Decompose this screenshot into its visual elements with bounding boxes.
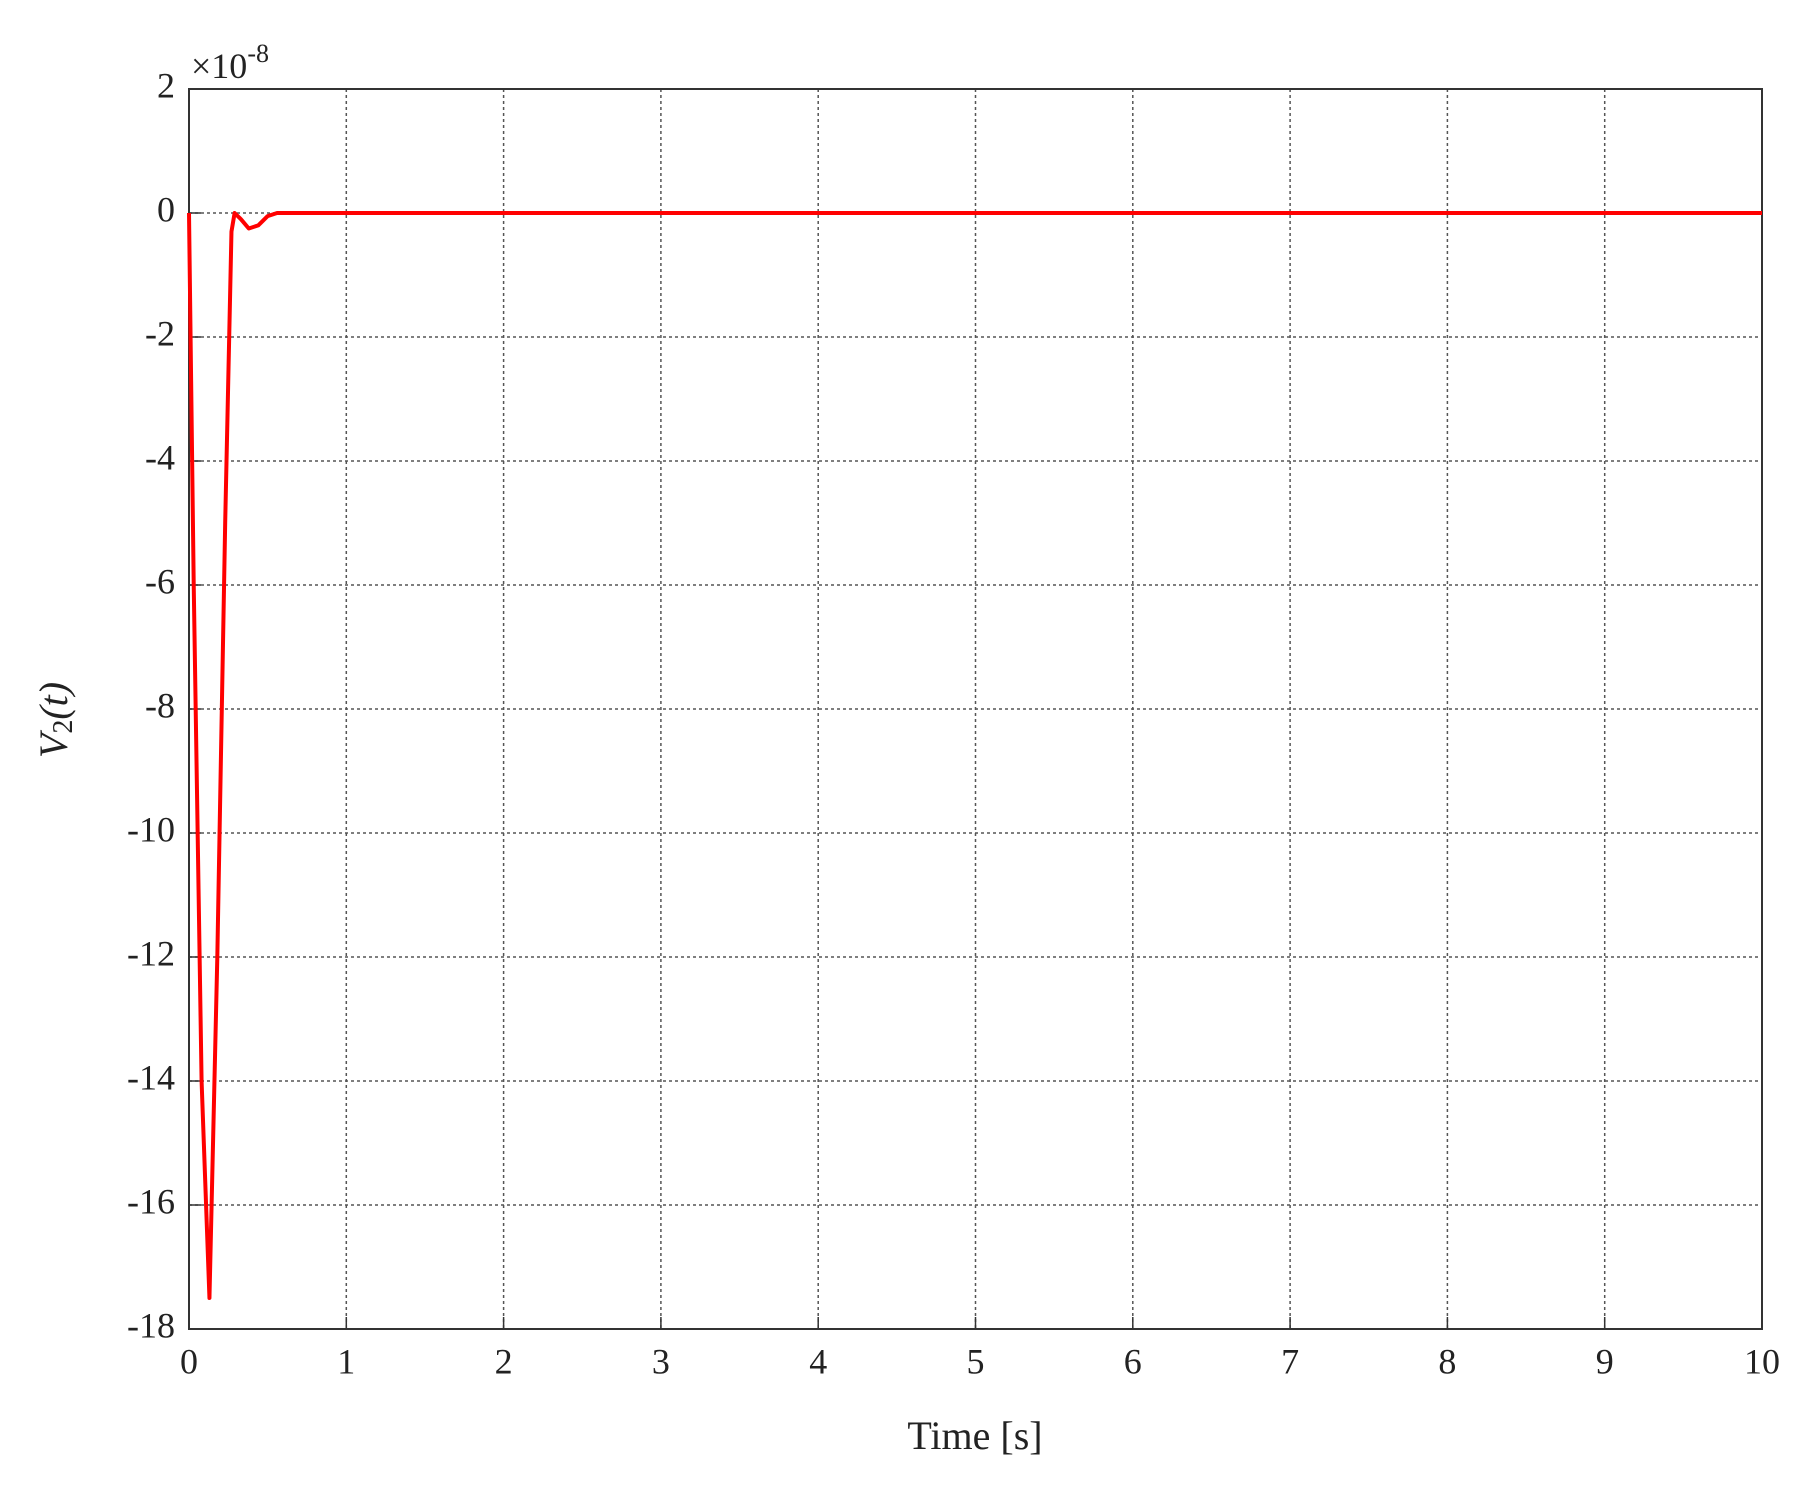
y-label-rest: (t) (31, 682, 76, 720)
x-tick-label: 8 (1438, 1341, 1456, 1381)
y-tick-label: -14 (127, 1057, 175, 1097)
data-line (187, 211, 1762, 1300)
y-axis-label: V2(t) (31, 682, 79, 758)
x-tick-label: 1 (337, 1341, 355, 1381)
y-tick-label: -16 (127, 1181, 175, 1221)
y-tick-label: -18 (127, 1305, 175, 1345)
x-tick-label: 7 (1281, 1341, 1299, 1381)
y-tick-label: -10 (127, 809, 175, 849)
x-axis-label: Time [s] (907, 1413, 1042, 1458)
x-tick-label: 10 (1744, 1341, 1780, 1381)
y-tick-label: -12 (127, 933, 175, 973)
x-tick-label: 5 (967, 1341, 985, 1381)
y-tick-label: -8 (145, 685, 175, 725)
multiplier-exponent: -8 (247, 39, 269, 68)
x-tick-label: 6 (1124, 1341, 1142, 1381)
x-tick-label: 0 (180, 1341, 198, 1381)
plot-frame (188, 88, 1763, 1330)
y-tick-label: -6 (145, 561, 175, 601)
x-tick-label: 9 (1596, 1341, 1614, 1381)
x-tick-label: 4 (809, 1341, 827, 1381)
y-multiplier: ×10-8 (191, 39, 269, 86)
y-label-main: V (31, 729, 76, 758)
y-tick-label: 2 (157, 65, 175, 105)
x-tick-label: 3 (652, 1341, 670, 1381)
multiplier-base: ×10 (191, 46, 247, 86)
y-label-sub: 2 (48, 720, 79, 734)
y-tick-label: -4 (145, 437, 175, 477)
y-tick-label: -2 (145, 313, 175, 353)
y-tick-label: 0 (157, 189, 175, 229)
x-tick-label: 2 (495, 1341, 513, 1381)
